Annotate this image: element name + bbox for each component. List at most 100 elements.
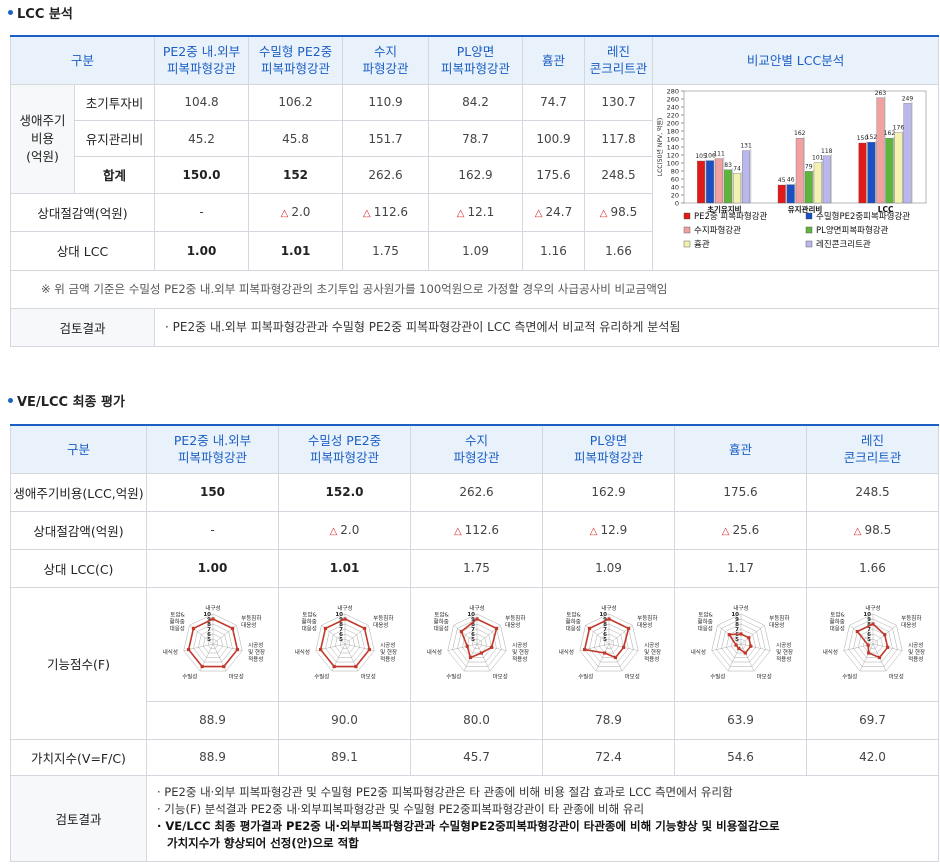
- radar-point: [353, 664, 357, 668]
- radar-point: [734, 643, 738, 647]
- triangle-icon: △: [599, 208, 608, 220]
- bar: [804, 170, 813, 203]
- radar-tick-label: 10: [731, 612, 739, 618]
- cell: 45.7: [410, 738, 543, 776]
- radar-grid: [588, 623, 629, 662]
- cell: 248.5: [806, 472, 939, 512]
- radar-grid: [202, 633, 223, 653]
- bar: [741, 149, 750, 203]
- radar-axis-label: 수밀성: [314, 672, 329, 680]
- radar-spoke: [447, 643, 477, 651]
- header-col-5: 흄관: [522, 35, 586, 85]
- y-tick-label: 200: [666, 119, 678, 127]
- bar-depth: [749, 148, 751, 203]
- review-line-1: · PE2중 내·외부 피복파형강관 및 수밀형 PE2중 피복파형강관은 타 …: [157, 785, 733, 799]
- radar-cell: 10 9 8 7 6 5 내구성 부등침하 대응성 시공성 및 현장 적용성 마모성 수밀성 내식성 토압& 활…: [806, 586, 939, 702]
- legend-label: 레진콘크리트관: [816, 239, 871, 250]
- radar-point: [746, 635, 750, 639]
- cell: 69.7: [806, 700, 939, 740]
- radar-spoke: [859, 643, 873, 671]
- cell: 1.17: [674, 548, 807, 588]
- radar-series: [319, 617, 370, 667]
- legend-swatch: [805, 212, 812, 219]
- radar-point: [877, 655, 881, 659]
- radar-axis-label: 시공성 및 현장 적용성: [248, 641, 265, 663]
- radar-point: [738, 631, 743, 636]
- radar-tick-label: 10: [467, 612, 475, 618]
- review-line-4: 가치지수가 향상되어 선정(안)으로 적합: [167, 836, 359, 850]
- bar: [813, 161, 822, 203]
- cell: △ 2.0: [248, 192, 344, 233]
- row-label-relative-lcc: 상대 LCC: [9, 231, 156, 271]
- cell: 248.5: [584, 156, 654, 194]
- data-label: 162: [883, 130, 895, 137]
- radar-point: [866, 650, 870, 655]
- bar-depth: [785, 183, 787, 203]
- cell: 63.9: [674, 700, 807, 740]
- radar-point: [885, 645, 889, 649]
- cell: △ 24.7: [522, 192, 586, 233]
- y-tick-label: 60: [670, 175, 678, 183]
- row-label-relative-lcc: 상대 LCC(C): [10, 548, 147, 588]
- radar-grid: [192, 623, 233, 662]
- radar-point: [342, 616, 347, 621]
- radar-grid: [334, 633, 355, 653]
- y-tick-label: 20: [670, 191, 678, 199]
- bar-depth: [901, 130, 904, 203]
- row-label-lcc: 생애주기비용(LCC,억원): [10, 472, 147, 512]
- legend-swatch: [683, 240, 690, 247]
- radar-point: [866, 643, 870, 647]
- cell: 100.9: [522, 119, 586, 158]
- review-line-3: · VE/LCC 최종 평가결과 PE2중 내·외부피복파형강관과 수밀형PE2…: [157, 819, 780, 833]
- radar-axis-label: 내구성: [205, 604, 220, 612]
- triangle-icon: △: [721, 526, 730, 537]
- radar-tick-label: 5: [603, 637, 607, 643]
- radar-point: [494, 626, 498, 630]
- cell: -: [146, 510, 279, 550]
- review-text: · PE2중 내.외부 피복파형강관과 수밀형 PE2중 피복파형강관이 LCC…: [154, 307, 940, 347]
- cell: 88.9: [146, 700, 279, 740]
- radar-grid: [471, 638, 482, 649]
- radar-grid: [847, 618, 898, 667]
- data-label: 152: [865, 134, 877, 141]
- radar-axis-label: 시공성 및 현장 적용성: [776, 641, 793, 663]
- cell: 1.75: [410, 548, 543, 588]
- triangle-icon: △: [589, 526, 598, 537]
- header-col-6: 레진 콘크리트관: [584, 35, 654, 85]
- bar: [885, 137, 893, 203]
- header-col-4: PL양면 피복파형강관: [428, 35, 524, 85]
- header-col-5: 흄관: [674, 424, 807, 474]
- cell: 110.9: [342, 83, 430, 121]
- legend-swatch: [683, 226, 690, 233]
- data-label: 111: [713, 150, 725, 157]
- radar-grid: [324, 623, 365, 662]
- radar-tick-label: 7: [735, 627, 739, 633]
- radar-tick-label: 10: [599, 612, 607, 618]
- header-col-3: 수지 파형강관: [410, 424, 543, 474]
- row-label-saving: 상대절감액(억원): [9, 192, 156, 233]
- y-tick-label: 280: [666, 87, 678, 95]
- data-label: 106: [704, 152, 716, 159]
- radar-tick-label: 10: [203, 612, 211, 618]
- cell: 45.8: [248, 119, 344, 158]
- radar-axis-label: 시공성 및 현장 적용성: [512, 641, 529, 663]
- review-text: · PE2중 내·외부 피복파형강관 및 수밀형 PE2중 피복파형강관은 타 …: [146, 774, 939, 862]
- bar-depth: [865, 141, 868, 203]
- radar-axis-label: 부등침하 대응성: [241, 614, 261, 629]
- data-label: 162: [794, 130, 806, 137]
- cell: 117.8: [584, 119, 654, 158]
- radar-series: [187, 617, 238, 667]
- radar-axis-label: 수밀성: [710, 672, 725, 680]
- radar-grid: [182, 613, 243, 671]
- y-tick-label: 180: [666, 127, 678, 135]
- data-label: 105: [695, 153, 707, 160]
- y-tick-label: 120: [666, 151, 678, 159]
- legend-label: 수밀형PE2중피복파형강관: [816, 211, 910, 222]
- row-label-value-index: 가치지수(V=F/C): [10, 738, 147, 776]
- bar-depth: [830, 153, 832, 203]
- radar-grid: [197, 628, 228, 658]
- cell: 90.0: [278, 700, 411, 740]
